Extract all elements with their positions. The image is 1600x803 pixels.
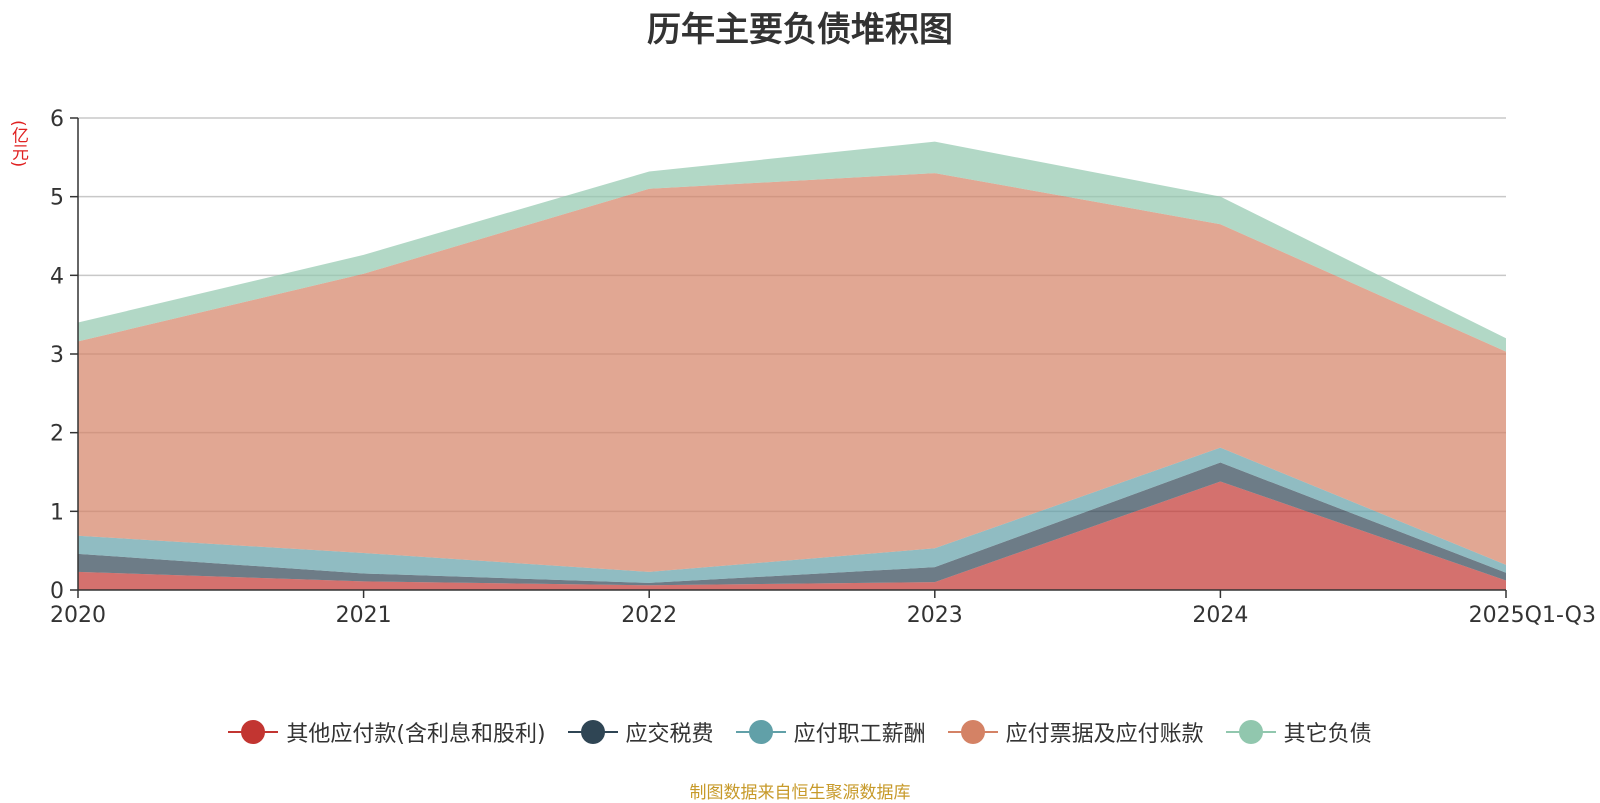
stacked-area-chart: 0 1 2 3 4 5 6 2020 2021 2022 2023 2024 2025Q1-Q3 bbox=[50, 107, 1596, 628]
legend-marker-icon bbox=[1225, 720, 1276, 744]
area-series-3 bbox=[78, 447, 1506, 583]
legend-marker-icon bbox=[228, 720, 279, 744]
y-tick-label: 1 bbox=[50, 500, 64, 525]
y-tick-labels: 0 1 2 3 4 5 6 bbox=[50, 107, 64, 604]
y-tick-label: 4 bbox=[50, 264, 64, 289]
x-tick-label: 2020 bbox=[50, 603, 106, 628]
legend-label: 应付职工薪酬 bbox=[793, 722, 926, 747]
legend-marker-icon bbox=[735, 720, 786, 744]
y-tick-label: 5 bbox=[50, 186, 64, 211]
legend-label: 其他应付款(含利息和股利) bbox=[286, 722, 546, 747]
x-tick-label: 2021 bbox=[336, 603, 392, 628]
y-tick-label: 2 bbox=[50, 422, 64, 447]
legend-label: 应付票据及应付账款 bbox=[1005, 722, 1204, 747]
area-series-4 bbox=[78, 173, 1506, 572]
chart-title: 历年主要负债堆积图 bbox=[647, 10, 953, 50]
axes bbox=[70, 117, 1507, 598]
legend-item-2[interactable]: 应交税费 bbox=[567, 716, 714, 748]
legend-item-3[interactable]: 应付职工薪酬 bbox=[735, 716, 926, 748]
legend-label: 应交税费 bbox=[625, 722, 714, 747]
legend-label: 其它负债 bbox=[1283, 722, 1372, 747]
legend: 其他应付款(含利息和股利) 应交税费 应付职工薪酬 应付票据及应付账款 其它负债 bbox=[0, 716, 1600, 748]
y-tick-label: 6 bbox=[50, 107, 64, 132]
source-note: 制图数据来自恒生聚源数据库 bbox=[689, 783, 911, 803]
y-axis-unit-label: (亿元) bbox=[8, 120, 28, 168]
y-tick-label: 3 bbox=[50, 343, 64, 368]
area-series-2 bbox=[78, 462, 1506, 586]
y-tick-label: 0 bbox=[50, 579, 64, 604]
legend-item-1[interactable]: 其他应付款(含利息和股利) bbox=[228, 716, 546, 748]
legend-item-4[interactable]: 应付票据及应付账款 bbox=[947, 716, 1204, 748]
x-tick-label: 2022 bbox=[621, 603, 677, 628]
x-tick-label: 2025Q1-Q3 bbox=[1469, 603, 1596, 628]
legend-marker-icon bbox=[567, 720, 618, 744]
area-series-5 bbox=[78, 141, 1506, 352]
legend-item-5[interactable]: 其它负债 bbox=[1225, 716, 1372, 748]
x-tick-label: 2023 bbox=[907, 603, 963, 628]
legend-marker-icon bbox=[947, 720, 998, 744]
x-tick-labels: 2020 2021 2022 2023 2024 2025Q1-Q3 bbox=[50, 603, 1596, 628]
x-tick-label: 2024 bbox=[1192, 603, 1248, 628]
area-series-group bbox=[78, 141, 1506, 590]
area-series-1 bbox=[78, 481, 1506, 590]
